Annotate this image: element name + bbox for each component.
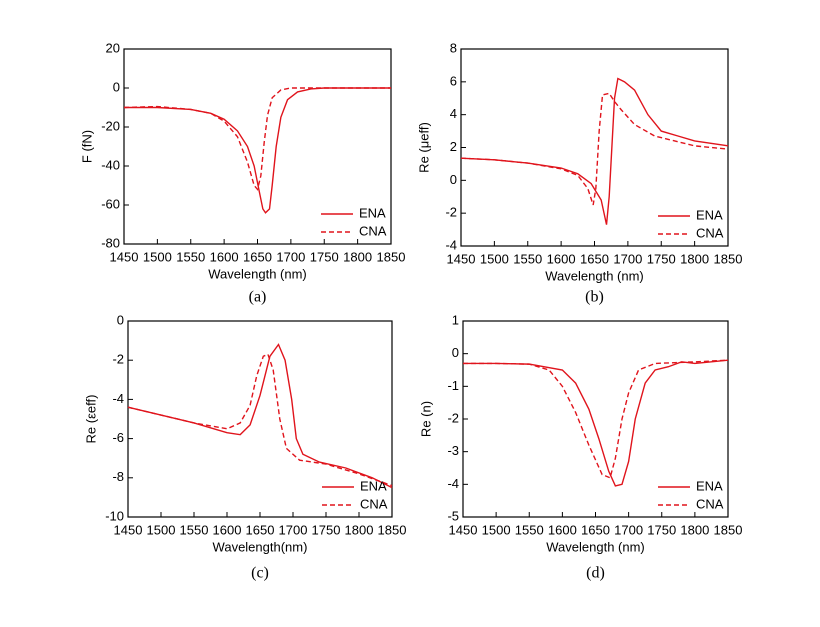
y-tick-label: 1: [452, 312, 459, 327]
x-tick-label: 1700: [279, 522, 308, 537]
y-tick-label: -4: [112, 391, 124, 406]
plot-frame: [123, 48, 392, 245]
data-line: [127, 353, 393, 487]
x-axis-label: Wavelength (nm): [208, 266, 307, 281]
y-tick-label: 0: [113, 79, 120, 94]
y-tick-label: -3: [447, 443, 459, 458]
x-tick-label: 1650: [243, 249, 272, 264]
data-line: [460, 77, 729, 225]
y-axis-label: Re (n): [418, 401, 433, 437]
legend-label: CNA: [696, 496, 724, 511]
data-line: [123, 87, 391, 191]
x-tick-label: 1450: [447, 251, 476, 266]
caption: (d): [586, 565, 605, 582]
y-tick-label: -60: [101, 196, 120, 211]
y-axis-label: Re (εeff): [83, 395, 98, 444]
y-tick-label: -2: [112, 352, 124, 367]
x-axis-label: Wavelength (nm): [546, 539, 645, 554]
y-tick-label: -80: [101, 235, 120, 250]
y-tick-label: 0: [452, 345, 459, 360]
x-tick-label: 1650: [581, 522, 610, 537]
caption: (b): [585, 289, 604, 306]
x-tick-label: 1600: [210, 249, 239, 264]
data-line: [463, 359, 729, 479]
x-tick-label: 1550: [180, 522, 209, 537]
y-tick-label: -20: [101, 118, 120, 133]
y-tick-label: -4: [445, 237, 457, 252]
x-tick-label: 1850: [377, 249, 406, 264]
x-tick-label: 1700: [614, 522, 643, 537]
x-tick-label: 1800: [680, 251, 709, 266]
panel: 1450 1500 1550 1600 1650 1700 1750 1800 1850 -10 -…: [83, 312, 406, 581]
y-tick-label: -6: [112, 430, 124, 445]
legend-label: ENA: [360, 478, 387, 493]
x-tick-label: 1850: [714, 522, 743, 537]
x-tick-label: 1650: [580, 251, 609, 266]
x-tick-label: 1700: [613, 251, 642, 266]
panel: 1450 1500 1550 1600 1650 1700 1750 1800 1850 -80 -…: [79, 40, 405, 305]
x-tick-label: 1600: [213, 522, 242, 537]
x-axis-label: Wavelength(nm): [213, 539, 308, 554]
data-line: [463, 359, 729, 487]
x-tick-label: 1450: [114, 522, 143, 537]
data-line: [460, 92, 729, 206]
x-tick-label: 1800: [343, 249, 372, 264]
x-tick-label: 1750: [310, 249, 339, 264]
y-tick-label: -10: [105, 508, 124, 523]
x-tick-label: 1850: [714, 251, 743, 266]
x-tick-label: 1700: [276, 249, 305, 264]
x-tick-label: 1600: [547, 251, 576, 266]
x-tick-label: 1550: [176, 249, 205, 264]
y-tick-label: 20: [106, 40, 120, 55]
caption: (a): [249, 289, 267, 306]
panel: 1450 1500 1550 1600 1650 1700 1750 1800 1850 -5 -4…: [418, 312, 742, 581]
x-tick-label: 1850: [378, 522, 407, 537]
caption: (c): [251, 565, 269, 582]
legend-label: CNA: [360, 496, 388, 511]
legend-label: ENA: [696, 207, 723, 222]
y-tick-label: 0: [117, 312, 124, 327]
y-tick-label: -4: [447, 476, 459, 491]
y-tick-label: 2: [450, 139, 457, 154]
x-tick-label: 1800: [345, 522, 374, 537]
x-tick-label: 1500: [480, 251, 509, 266]
x-tick-label: 1800: [680, 522, 709, 537]
x-tick-label: 1450: [110, 249, 139, 264]
panel: 1450 1500 1550 1600 1650 1700 1750 1800 1850 -4 -2…: [416, 40, 742, 305]
legend-label: ENA: [359, 205, 386, 220]
y-tick-label: -8: [112, 469, 124, 484]
legend-label: CNA: [696, 225, 724, 240]
y-tick-label: 0: [450, 172, 457, 187]
x-tick-label: 1750: [647, 522, 676, 537]
x-tick-label: 1500: [143, 249, 172, 264]
legend-label: ENA: [696, 478, 723, 493]
x-axis-label: Wavelength (nm): [545, 268, 644, 283]
x-tick-label: 1550: [513, 251, 542, 266]
y-tick-label: -1: [447, 378, 459, 393]
y-axis-label: F (fN): [79, 130, 94, 163]
x-tick-label: 1500: [147, 522, 176, 537]
y-tick-label: -2: [445, 205, 457, 220]
y-tick-label: -2: [447, 410, 459, 425]
legend-label: CNA: [359, 223, 387, 238]
x-tick-label: 1550: [515, 522, 544, 537]
x-tick-label: 1450: [449, 522, 478, 537]
y-tick-label: -40: [101, 157, 120, 172]
x-tick-label: 1750: [312, 522, 341, 537]
y-axis-label: Re (μeff): [416, 122, 431, 173]
data-line: [127, 343, 393, 489]
x-tick-label: 1650: [246, 522, 275, 537]
x-tick-label: 1750: [647, 251, 676, 266]
y-tick-label: 6: [450, 73, 457, 88]
x-tick-label: 1500: [482, 522, 511, 537]
y-tick-label: -5: [447, 508, 459, 523]
y-tick-label: 4: [450, 106, 457, 121]
x-tick-label: 1600: [548, 522, 577, 537]
y-tick-label: 8: [450, 40, 457, 55]
